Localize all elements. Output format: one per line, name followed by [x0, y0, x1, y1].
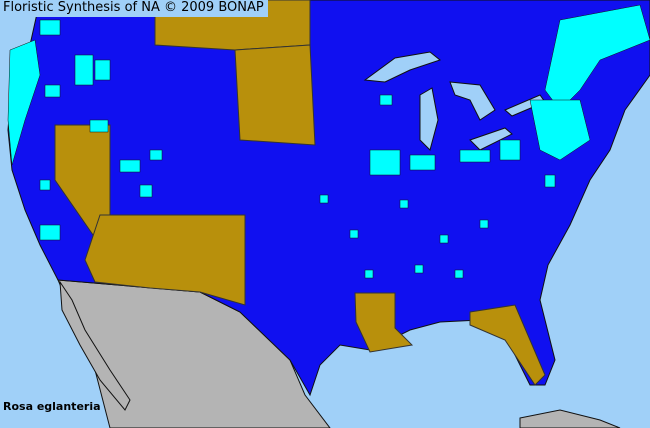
- baja-peninsula: [59, 280, 131, 411]
- map-title: Floristic Synthesis of NA © 2009 BONAP: [2, 0, 268, 17]
- present-region: [7, 0, 650, 397]
- cuba: [519, 409, 621, 428]
- species-label: Rosa eglanteria: [3, 400, 101, 413]
- county-records: [7, 4, 650, 279]
- great-lakes: [363, 51, 546, 151]
